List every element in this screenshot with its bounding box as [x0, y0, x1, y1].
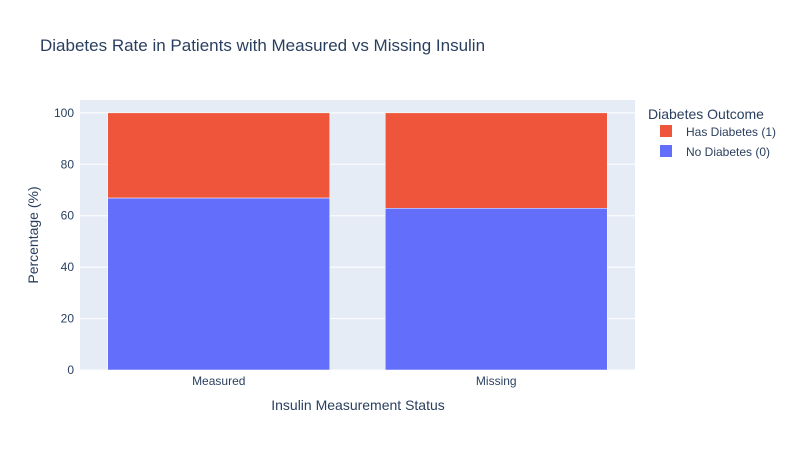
y-tick-label: 0 [67, 363, 74, 377]
y-tick-label: 20 [61, 312, 75, 326]
legend: Diabetes Outcome Has Diabetes (1) No Diab… [648, 106, 776, 159]
x-tick-label: Missing [476, 374, 517, 388]
y-tick-label: 40 [61, 260, 75, 274]
x-axis-title: Insulin Measurement Status [271, 397, 445, 413]
legend-swatch [660, 145, 672, 157]
y-tick-label: 80 [61, 157, 75, 171]
bar-measured-no-diabetes [107, 197, 330, 371]
chart-title: Diabetes Rate in Patients with Measured … [40, 36, 485, 55]
legend-title: Diabetes Outcome [648, 106, 764, 122]
legend-item-label: Has Diabetes (1) [686, 125, 776, 139]
legend-item-label: No Diabetes (0) [686, 145, 770, 159]
y-tick-label: 60 [61, 209, 75, 223]
legend-swatch [660, 125, 672, 137]
bar-measured-has-diabetes [107, 112, 330, 199]
x-axis-ticks: Measured Missing [192, 374, 517, 388]
y-axis-title: Percentage (%) [25, 186, 41, 283]
bar-missing-has-diabetes [385, 112, 608, 209]
bar-missing-no-diabetes [385, 208, 608, 371]
x-tick-label: Measured [192, 374, 245, 388]
y-axis-ticks: 0 20 40 60 80 100 [54, 106, 74, 377]
bars [107, 112, 608, 371]
y-tick-label: 100 [54, 106, 74, 120]
